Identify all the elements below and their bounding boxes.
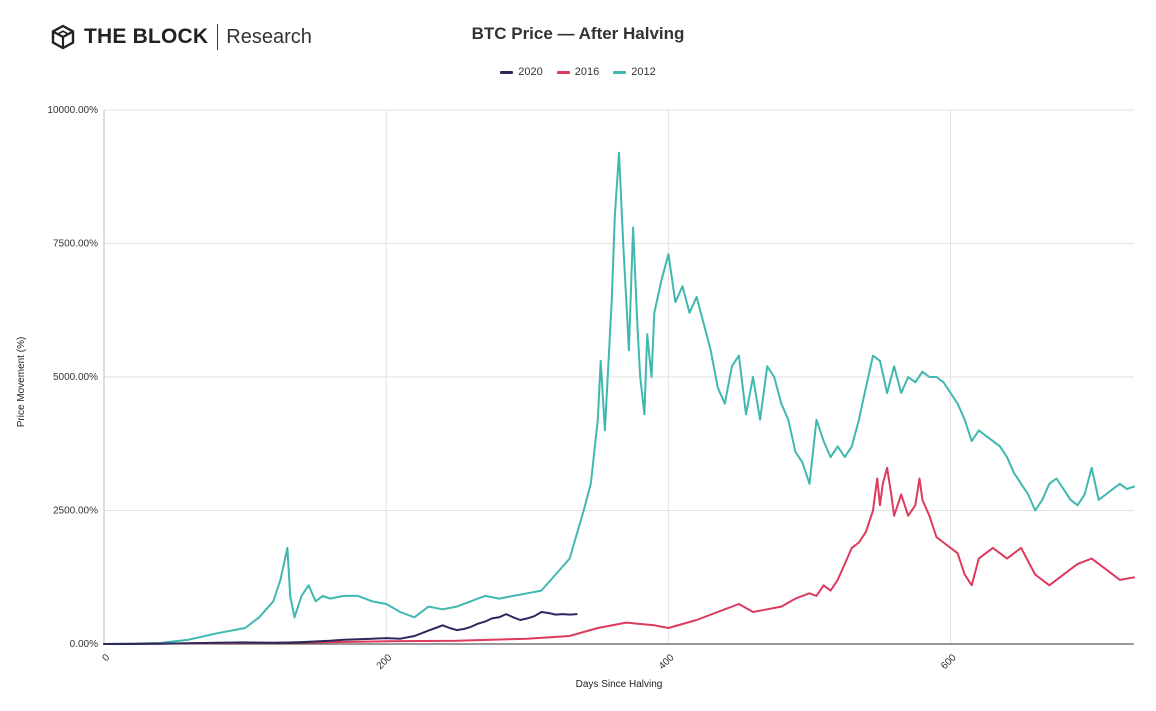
series-line-2012	[103, 151, 1135, 645]
series-line-2016	[103, 466, 1135, 645]
chart-grid	[104, 109, 1134, 645]
brand-sub: Research	[226, 25, 312, 48]
y-tick-label: 0.00%	[70, 639, 98, 650]
legend-label-2012: 2012	[631, 66, 656, 78]
y-tick-label: 2500.00%	[53, 506, 98, 517]
chart-series	[103, 151, 1135, 645]
chart-legend: 2020 2016 2012	[0, 66, 1156, 78]
x-tick-label: 600	[939, 652, 959, 672]
brand-name: THE BLOCK	[84, 25, 209, 48]
chart-title: BTC Price — After Halving	[471, 24, 685, 43]
legend-item-2016: 2016	[556, 66, 600, 78]
y-tick-label: 7500.00%	[53, 239, 98, 250]
y-tick-label: 10000.00%	[47, 105, 98, 116]
legend-label-2020: 2020	[518, 66, 543, 78]
legend-item-2020: 2020	[500, 66, 543, 78]
chart-axes: 0.00% 2500.00% 5000.00% 7500.00% 10000.00% 0 2…	[47, 105, 1134, 672]
brand-divider	[217, 24, 219, 50]
x-tick-label: 0	[100, 652, 112, 664]
series-line-2020	[103, 611, 578, 645]
x-axis-title: Days Since Halving	[576, 679, 663, 690]
legend-swatch-2012	[613, 70, 627, 74]
legend-swatch-2020	[500, 70, 514, 74]
y-tick-label: 5000.00%	[53, 372, 98, 383]
legend-label-2016: 2016	[574, 66, 600, 78]
x-tick-label: 400	[657, 652, 677, 672]
y-axis-title: Price Movement (%)	[16, 337, 27, 428]
cube-logo-icon	[51, 24, 75, 50]
brand-logo: THE BLOCK Research	[50, 24, 312, 50]
legend-item-2012: 2012	[613, 66, 656, 78]
x-tick-label: 200	[375, 652, 395, 672]
legend-swatch-2016	[556, 70, 570, 74]
